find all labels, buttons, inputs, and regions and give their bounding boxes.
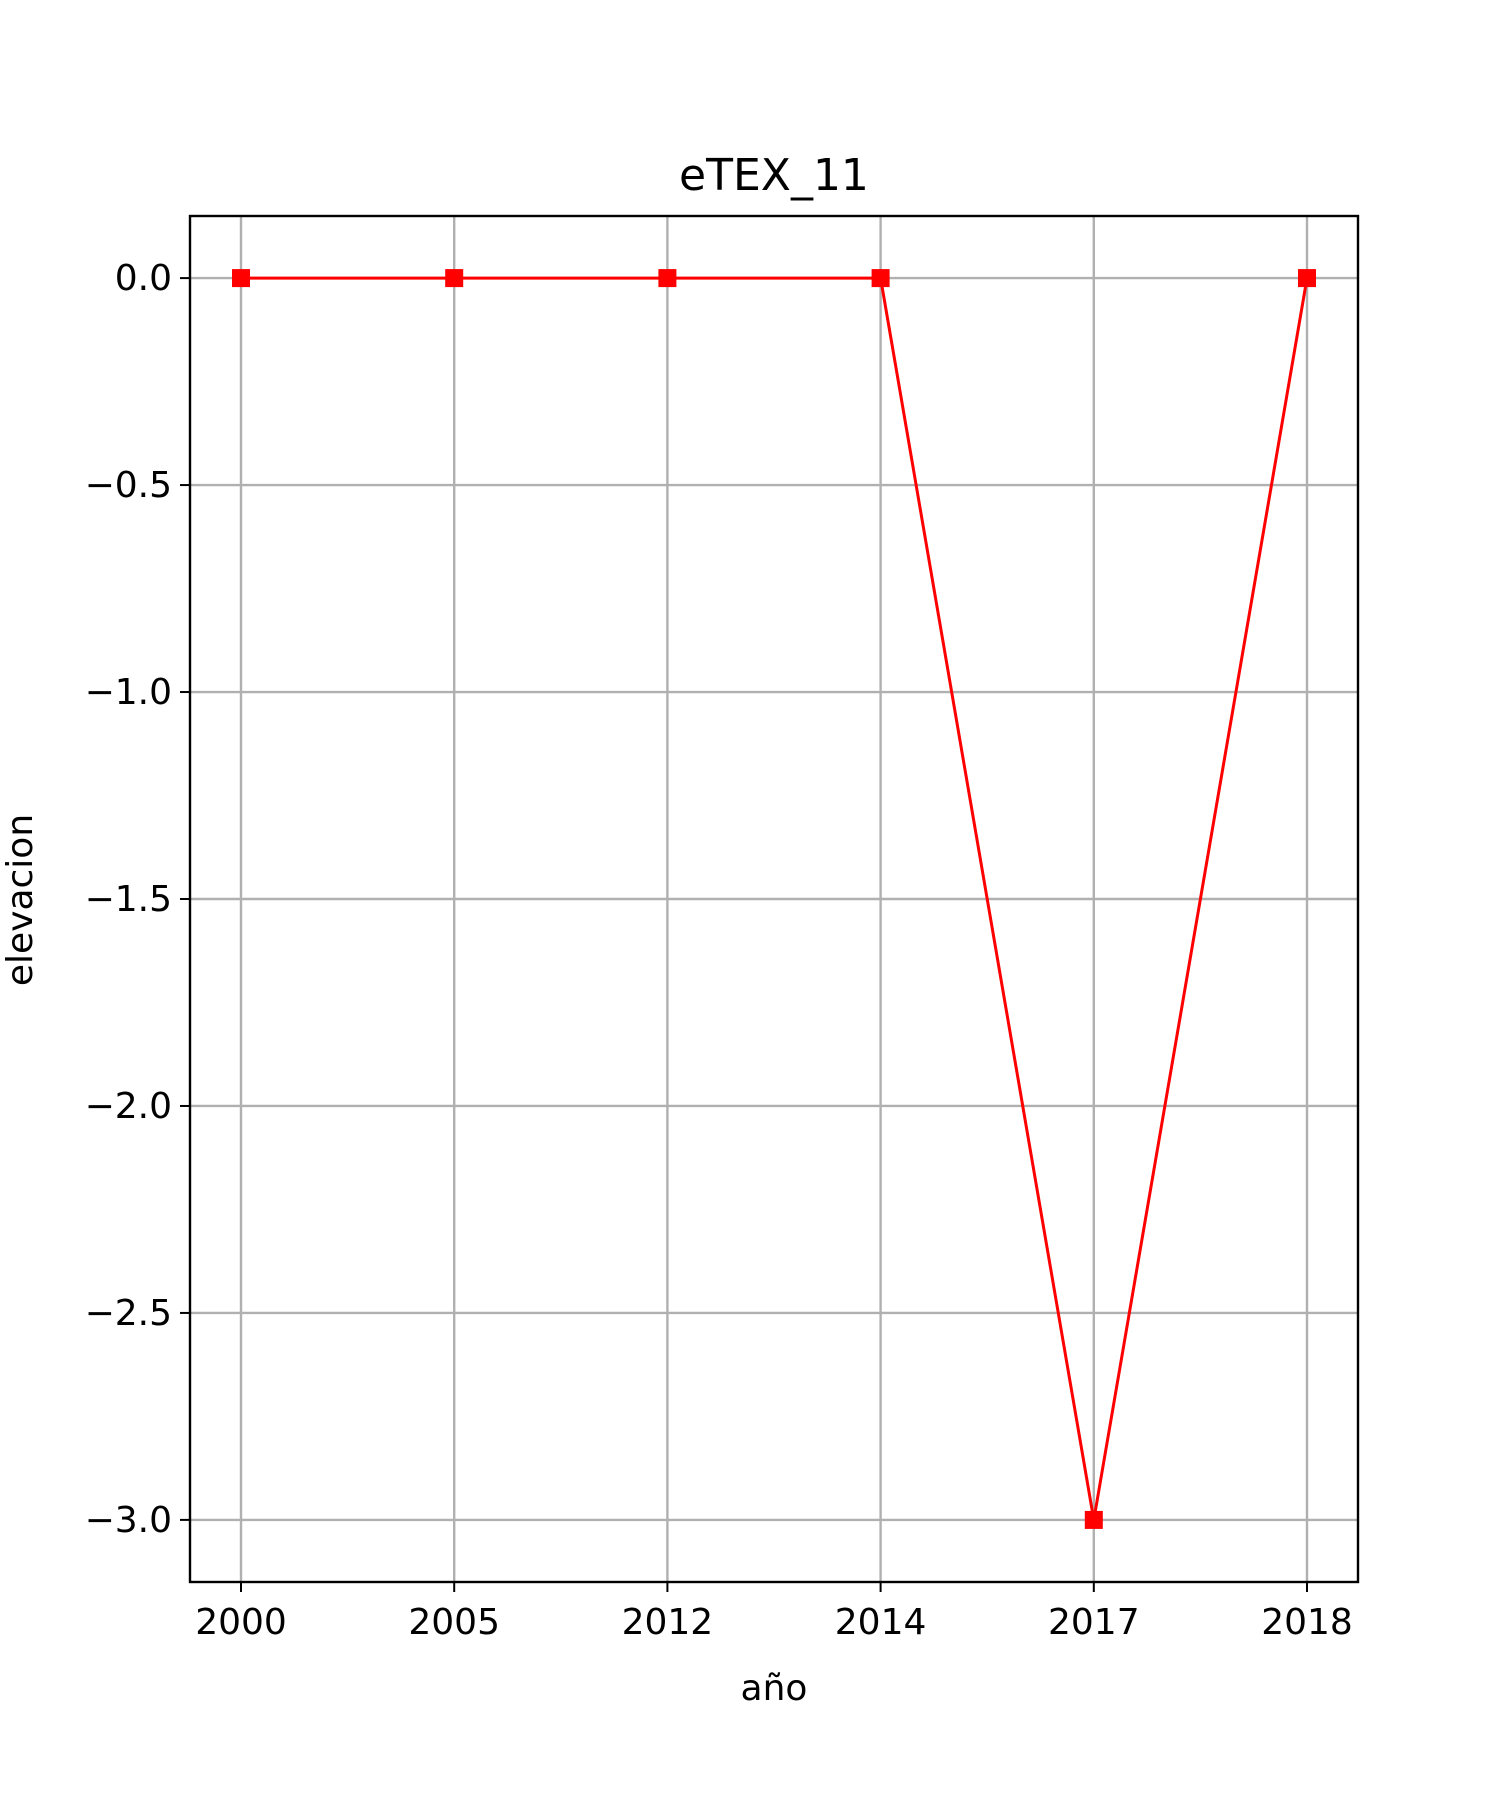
data-point-marker <box>1298 269 1316 288</box>
chart-title: eTEX_11 <box>679 150 869 201</box>
y-axis-label: elevacion <box>0 814 41 986</box>
x-tick-label: 2000 <box>195 1602 287 1643</box>
data-point-marker <box>658 269 677 288</box>
data-point-marker <box>1084 1510 1103 1529</box>
series-layer <box>232 269 1316 1529</box>
x-tick-label: 2014 <box>835 1602 927 1643</box>
x-tick-label: 2012 <box>622 1602 714 1643</box>
data-point-marker <box>445 269 464 288</box>
y-tick-label: −2.5 <box>85 1293 172 1334</box>
x-axis-label: año <box>741 1668 808 1709</box>
x-tick-label: 2018 <box>1261 1602 1353 1643</box>
y-tick-label: −1.0 <box>85 672 172 713</box>
y-tick-label: −1.5 <box>85 879 172 920</box>
x-tick-label: 2017 <box>1048 1602 1140 1643</box>
data-point-marker <box>232 269 250 288</box>
tick-layer: 2000 2005 2012 2014 2017 2018 0.0 −0.5 −1.0 −1.5 −… <box>85 258 1353 1643</box>
y-tick-label: −2.0 <box>85 1086 172 1127</box>
grid-layer <box>190 216 1358 1582</box>
y-tick-label: −3.0 <box>85 1500 172 1541</box>
y-tick-label: 0.0 <box>115 258 172 299</box>
y-tick-label: −0.5 <box>85 465 172 506</box>
series-line <box>241 276 1309 1521</box>
x-tick-label: 2005 <box>408 1602 500 1643</box>
data-point-marker <box>871 269 890 288</box>
